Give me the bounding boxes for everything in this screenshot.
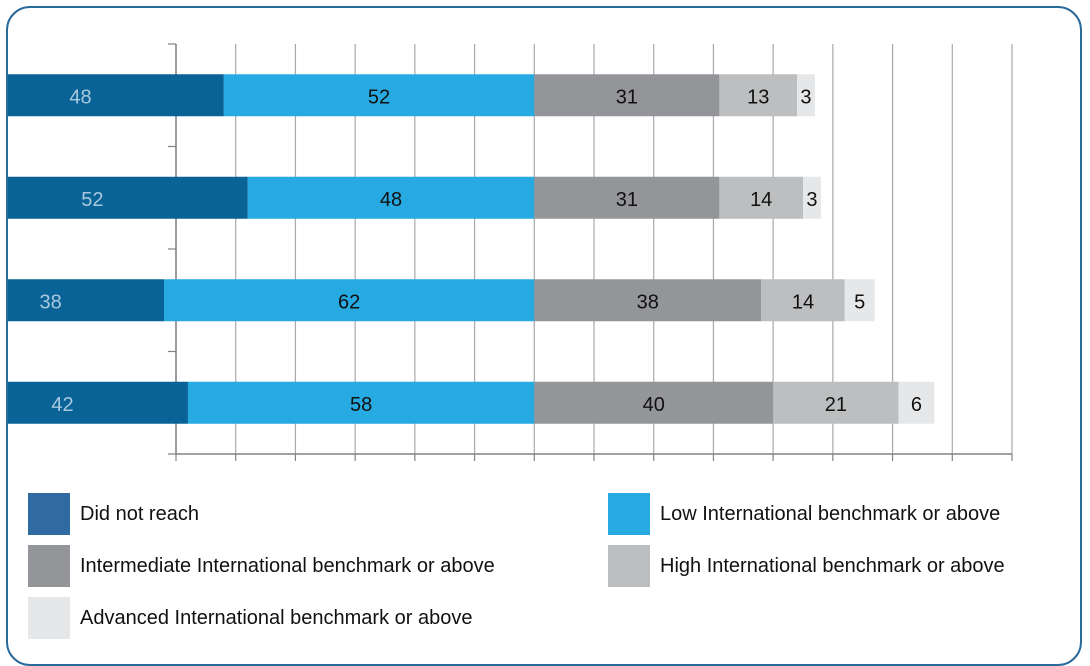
data-label: 40 <box>643 394 665 416</box>
bar-segment <box>534 74 720 117</box>
data-label: 58 <box>350 394 372 416</box>
data-label: 38 <box>637 291 659 313</box>
data-label: 48 <box>69 86 91 108</box>
bar-segment <box>534 279 762 322</box>
legend-item-intermediate: Intermediate International benchmark or … <box>28 544 495 588</box>
data-label: 13 <box>747 86 769 108</box>
stacked-bar-chart: Boys 2011524831133Boys 2006485231143Girl… <box>8 43 1013 461</box>
data-label: 3 <box>806 189 817 211</box>
data-label: 14 <box>750 189 772 211</box>
bar-segment <box>803 176 821 219</box>
bar-segment <box>761 279 845 322</box>
bar-segment <box>187 381 535 424</box>
bar-segment <box>8 176 248 219</box>
bar-segment <box>534 381 774 424</box>
legend-label: Advanced International benchmark or abov… <box>80 606 473 629</box>
bar-segment <box>797 74 815 117</box>
data-label: 5 <box>854 291 865 313</box>
legend-swatch <box>28 493 70 535</box>
bar-segment <box>844 279 875 322</box>
data-label: 31 <box>616 189 638 211</box>
data-label: 21 <box>825 394 847 416</box>
bar-segment <box>8 279 165 322</box>
bar-segment <box>247 176 535 219</box>
chart-container: Boys 2011524831133Boys 2006485231143Girl… <box>6 6 1082 666</box>
legend-item-did-not-reach: Did not reach <box>28 492 199 536</box>
data-label: 14 <box>792 291 814 313</box>
data-label: 3 <box>800 86 811 108</box>
legend-swatch <box>28 597 70 639</box>
legend-label: Did not reach <box>80 502 199 525</box>
bar-segment <box>8 74 224 117</box>
legend-swatch <box>28 545 70 587</box>
data-label: 62 <box>338 291 360 313</box>
bar-segment <box>719 74 798 117</box>
data-label: 48 <box>380 189 402 211</box>
data-label: 52 <box>368 86 390 108</box>
legend-swatch <box>608 493 650 535</box>
legend-item-high: High International benchmark or above <box>608 544 1005 588</box>
bar-segment <box>898 381 935 424</box>
data-label: 42 <box>51 394 73 416</box>
legend-item-low: Low International benchmark or above <box>608 492 1000 536</box>
legend-swatch <box>608 545 650 587</box>
bar-segment <box>719 176 803 219</box>
legend-item-advanced: Advanced International benchmark or abov… <box>28 596 472 640</box>
bar-segment <box>8 381 188 424</box>
legend-label: High International benchmark or above <box>660 554 1005 577</box>
legend-label: Intermediate International benchmark or … <box>80 554 495 577</box>
bar-segment <box>773 381 899 424</box>
data-label: 31 <box>616 86 638 108</box>
data-label: 52 <box>81 189 103 211</box>
legend-label: Low International benchmark or above <box>660 502 1001 525</box>
bar-segment <box>534 176 720 219</box>
data-label: 6 <box>911 394 922 416</box>
bar-segment <box>164 279 535 322</box>
bar-segment <box>223 74 535 117</box>
data-label: 38 <box>39 291 61 313</box>
